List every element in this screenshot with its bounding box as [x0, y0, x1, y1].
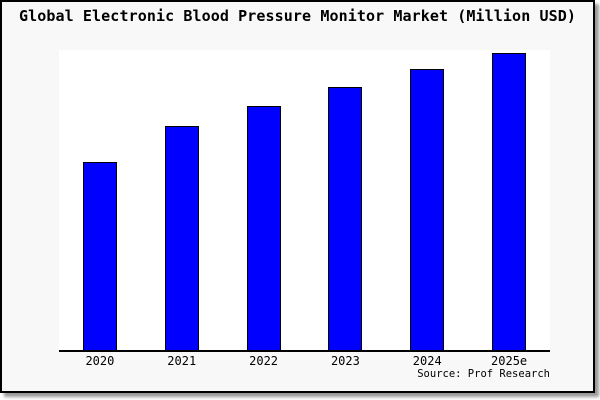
- chart-frame: Global Electronic Blood Pressure Monitor…: [0, 0, 595, 393]
- source-text: Source: Prof Research: [417, 368, 550, 380]
- x-tick-label-2025e: 2025e: [491, 354, 528, 368]
- x-tick-label-2023: 2023: [330, 354, 360, 368]
- x-tick-label-2020: 2020: [85, 354, 115, 368]
- bar-2021: [164, 125, 199, 350]
- bar-2020: [82, 161, 117, 350]
- chart-title: Global Electronic Blood Pressure Monitor…: [19, 7, 576, 25]
- x-tick-label-2021: 2021: [167, 354, 197, 368]
- bar-2023: [328, 86, 363, 350]
- bar-2022: [246, 105, 281, 350]
- x-tick-label-2022: 2022: [249, 354, 279, 368]
- x-axis-labels: 2020 2021 2022 2023 2024 2025e: [59, 354, 550, 370]
- bar-2025e: [492, 52, 527, 350]
- bar-2024: [410, 69, 445, 350]
- bars-container: [59, 50, 550, 350]
- x-tick-label-2024: 2024: [412, 354, 442, 368]
- plot-area: [59, 50, 550, 352]
